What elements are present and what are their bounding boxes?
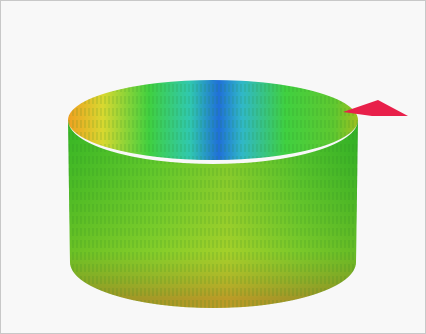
inner-texture xyxy=(68,80,358,160)
direction-arrow xyxy=(343,100,408,116)
outer-texture xyxy=(68,120,358,308)
